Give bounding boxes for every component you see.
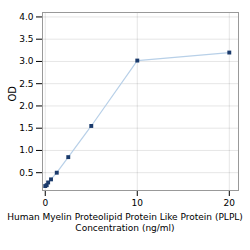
svg-text:0: 0	[42, 198, 48, 208]
svg-text:20: 20	[224, 198, 236, 208]
svg-text:1.0: 1.0	[19, 145, 34, 155]
svg-text:4.0: 4.0	[19, 12, 34, 22]
html-text:Human Myelin Proteolipid Prote: Human Myelin Proteolipid Protein Like Pr…	[7, 212, 243, 233]
svg-text:10: 10	[132, 198, 144, 208]
svg-text:1.5: 1.5	[19, 123, 33, 133]
svg-text:3.0: 3.0	[19, 56, 34, 66]
svg-text:0.5: 0.5	[19, 168, 33, 178]
svg-text:3.5: 3.5	[19, 34, 33, 44]
svg-text:2.0: 2.0	[19, 101, 34, 111]
svg-text:OD: OD	[7, 86, 18, 102]
svg-text:2.5: 2.5	[19, 79, 33, 89]
